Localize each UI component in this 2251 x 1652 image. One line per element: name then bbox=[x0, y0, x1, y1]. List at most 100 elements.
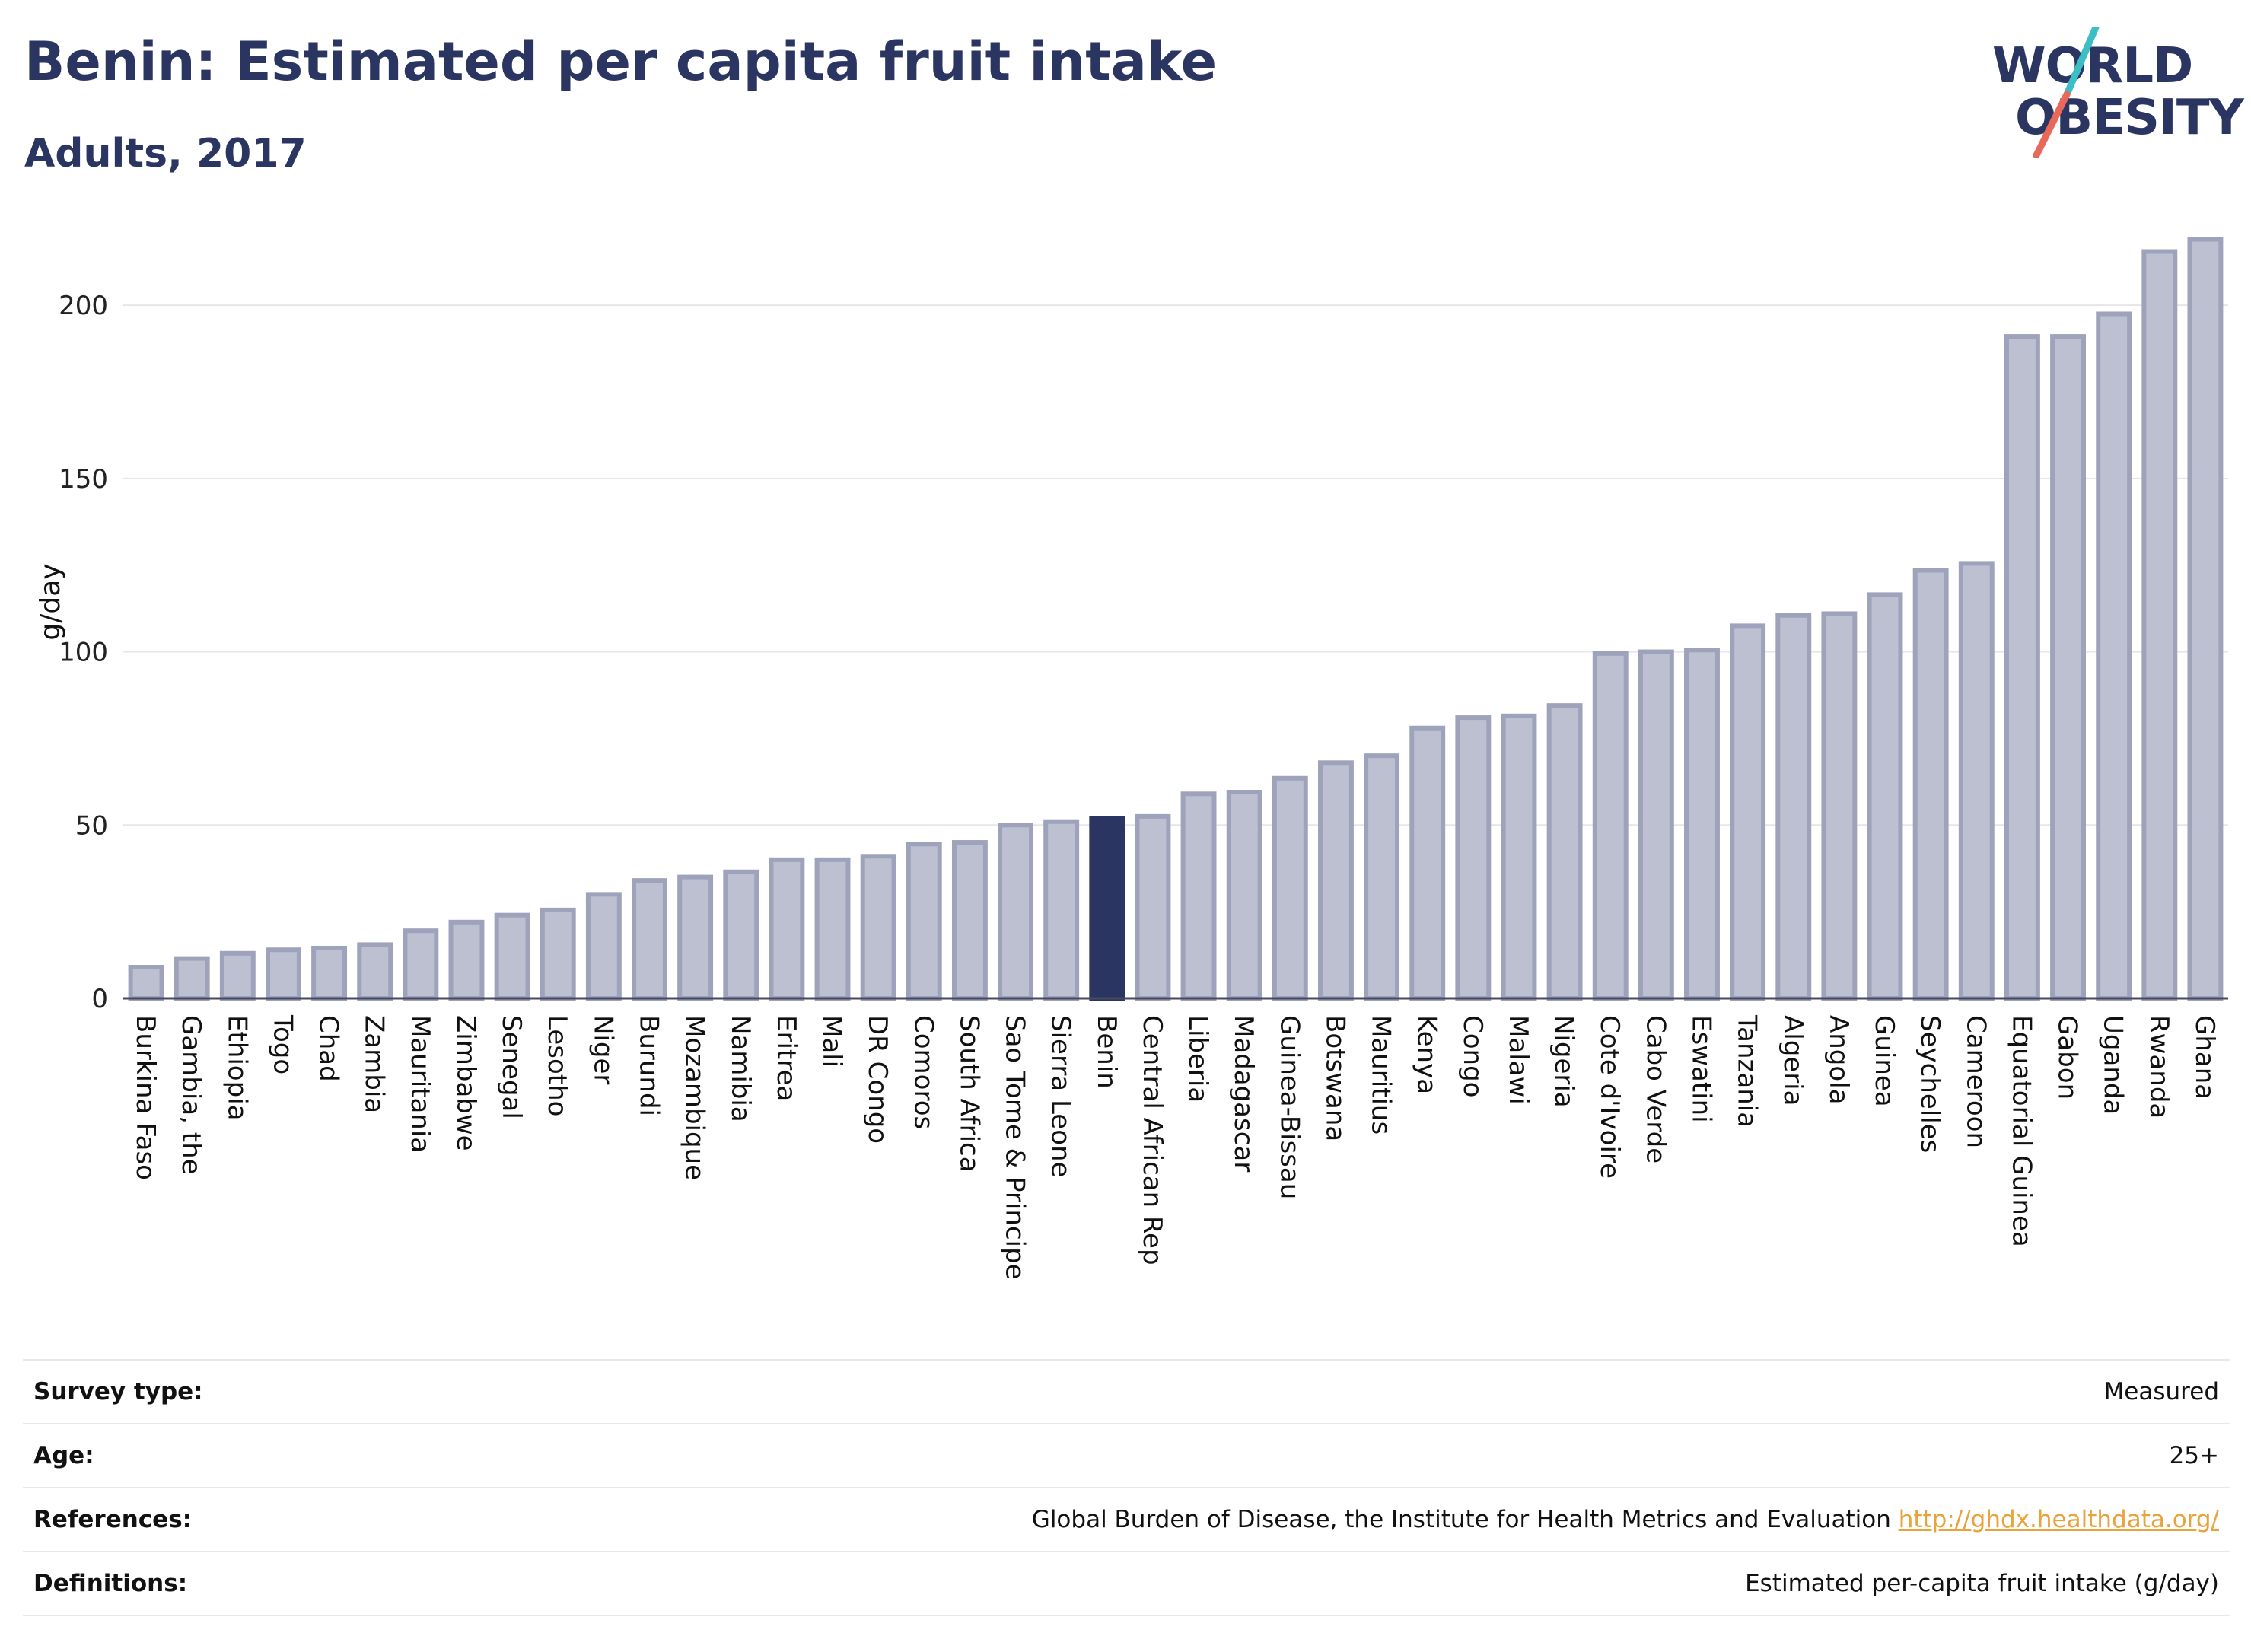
x-tick-label: Eritrea bbox=[771, 1015, 801, 1101]
bar bbox=[1546, 703, 1583, 1001]
x-tick-label: Cameroon bbox=[1960, 1015, 1991, 1148]
x-tick-label: Burkina Faso bbox=[130, 1015, 161, 1180]
y-tick-label: 150 bbox=[59, 464, 108, 495]
x-tick-label: Zambia bbox=[359, 1015, 390, 1113]
x-tick-label: Guinea-Bissau bbox=[1274, 1015, 1304, 1199]
x-tick-label: Ghana bbox=[2189, 1015, 2220, 1100]
x-tick-label: Benin bbox=[1091, 1015, 1122, 1089]
info-key: Age: bbox=[33, 1442, 94, 1469]
bar bbox=[1638, 649, 1674, 1001]
chart-title: Benin: Estimated per capita fruit intake bbox=[24, 30, 1218, 93]
bar bbox=[1730, 623, 1766, 1001]
x-tick-label: Botswana bbox=[1320, 1015, 1350, 1141]
bar bbox=[769, 857, 805, 1001]
x-tick-label: Algeria bbox=[1778, 1015, 1808, 1106]
bar bbox=[814, 857, 851, 1001]
bar bbox=[2141, 249, 2178, 1001]
x-tick-label: Togo bbox=[267, 1014, 298, 1074]
x-tick-label: Cabo Verde bbox=[1640, 1015, 1670, 1163]
info-row-age: Age: 25+ bbox=[23, 1423, 2230, 1487]
bar bbox=[448, 919, 485, 1001]
bar bbox=[1180, 791, 1217, 1001]
x-tick-label: Mauritania bbox=[405, 1015, 435, 1153]
x-tick-label: Sao Tome & Principe bbox=[1000, 1015, 1030, 1280]
bar bbox=[677, 874, 714, 1001]
x-tick-label: Mauritius bbox=[1366, 1015, 1396, 1135]
x-tick-label: Lesotho bbox=[542, 1015, 572, 1116]
x-tick-label: Nigeria bbox=[1549, 1015, 1579, 1108]
bar bbox=[266, 947, 301, 1001]
y-tick-label: 50 bbox=[75, 810, 108, 841]
x-tick-label: Uganda bbox=[2098, 1015, 2128, 1115]
bar bbox=[1318, 760, 1354, 1001]
info-row-references: References: Global Burden of Disease, th… bbox=[23, 1487, 2230, 1551]
reference-text: Global Burden of Disease, the Institute … bbox=[1031, 1506, 1891, 1533]
x-tick-label: Ethiopia bbox=[221, 1015, 252, 1120]
x-tick-label: Guinea bbox=[1869, 1015, 1899, 1107]
bar bbox=[2050, 334, 2086, 1001]
bar bbox=[1867, 592, 1903, 1001]
x-tick-label: Gabon bbox=[2052, 1015, 2083, 1100]
info-value: 25+ bbox=[2169, 1442, 2219, 1469]
info-key: References: bbox=[33, 1506, 193, 1533]
bar bbox=[1043, 819, 1080, 1001]
bar bbox=[1912, 568, 1949, 1001]
x-tick-label: Kenya bbox=[1412, 1015, 1442, 1094]
x-tick-label: Madagascar bbox=[1228, 1015, 1259, 1172]
bar bbox=[540, 907, 576, 1001]
bars bbox=[128, 237, 2224, 1001]
x-tick-label: Central African Rep bbox=[1137, 1015, 1167, 1265]
bar bbox=[1226, 790, 1262, 1001]
info-row-definitions: Definitions: Estimated per-capita fruit … bbox=[23, 1551, 2230, 1616]
reference-link[interactable]: http://ghdx.healthdata.org/ bbox=[1898, 1506, 2219, 1533]
x-tick-label: Namibia bbox=[725, 1015, 756, 1122]
bar bbox=[906, 842, 942, 1001]
bar bbox=[357, 942, 393, 1001]
bar bbox=[1135, 813, 1171, 1001]
bar bbox=[632, 878, 667, 1001]
bar bbox=[1958, 561, 1995, 1001]
x-tick-label: Malawi bbox=[1503, 1015, 1533, 1105]
info-value: Estimated per-capita fruit intake (g/day… bbox=[1745, 1570, 2219, 1597]
bar bbox=[860, 854, 896, 1001]
bar bbox=[1501, 713, 1537, 1001]
info-key: Definitions: bbox=[33, 1570, 188, 1597]
x-tick-label: Liberia bbox=[1183, 1015, 1213, 1103]
x-tick-label: Angola bbox=[1823, 1015, 1854, 1104]
x-tick-label: Mali bbox=[817, 1015, 847, 1068]
x-tick-label: Sierra Leone bbox=[1046, 1015, 1076, 1177]
x-tick-label: Mozambique bbox=[680, 1015, 710, 1180]
bar bbox=[2004, 334, 2040, 1001]
x-tick-label: Cote d'Ivoire bbox=[1594, 1015, 1625, 1179]
x-tick-label: Equatorial Guinea bbox=[2006, 1015, 2036, 1247]
bar bbox=[174, 956, 210, 1001]
x-tick-label: Tanzania bbox=[1732, 1014, 1762, 1128]
logo-slash-icon bbox=[2033, 27, 2100, 158]
logo-text-world: WORLD bbox=[1992, 38, 2193, 94]
x-tick-label: Congo bbox=[1457, 1015, 1488, 1097]
x-tick-label: Chad bbox=[314, 1015, 344, 1082]
bar-highlighted bbox=[1089, 816, 1126, 1001]
x-tick-label: Zimbabwe bbox=[451, 1015, 481, 1151]
y-axis-ticks: 0 50 100 150 200 bbox=[59, 291, 108, 1014]
bar bbox=[219, 950, 256, 1001]
bar bbox=[1455, 715, 1492, 1001]
info-table: Survey type: Measured Age: 25+ Reference… bbox=[23, 1359, 2230, 1616]
x-tick-label: Rwanda bbox=[2144, 1015, 2174, 1119]
bar bbox=[2187, 237, 2224, 1001]
x-tick-label: Gambia, the bbox=[176, 1015, 206, 1175]
x-axis-labels: Burkina Faso Gambia, the Ethiopia Togo Chad Z… bbox=[130, 1014, 2220, 1280]
y-tick-label: 200 bbox=[59, 291, 108, 321]
bar bbox=[1592, 651, 1629, 1001]
x-tick-label: Niger bbox=[587, 1015, 618, 1084]
bar bbox=[998, 823, 1033, 1001]
x-tick-label: Comoros bbox=[908, 1015, 938, 1129]
bar-chart: 0 50 100 150 200 g/day Burkina Faso Gambia, t… bbox=[35, 237, 2228, 1280]
bar bbox=[1684, 648, 1720, 1001]
bar bbox=[585, 892, 622, 1001]
y-tick-label: 0 bbox=[91, 984, 108, 1014]
bar bbox=[951, 840, 988, 1001]
bar bbox=[2096, 311, 2132, 1001]
info-value: Global Burden of Disease, the Institute … bbox=[1032, 1506, 2219, 1533]
x-tick-label: Eswatini bbox=[1686, 1015, 1717, 1123]
